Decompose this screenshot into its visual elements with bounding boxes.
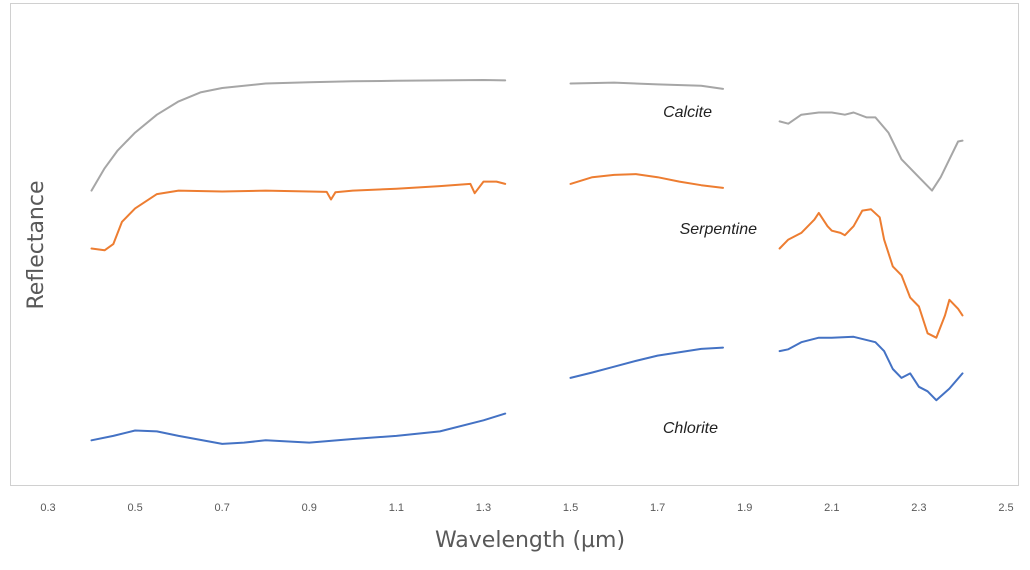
x-tick-label: 0.9 — [302, 502, 317, 514]
series-label-calcite: Calcite — [663, 104, 712, 121]
series-line-serpentine-segment-3 — [778, 208, 964, 339]
x-tick-label: 2.3 — [911, 502, 926, 514]
series-line-calcite-segment-1 — [90, 79, 507, 192]
y-axis-title: Reflectance — [24, 180, 49, 309]
series-label-serpentine: Serpentine — [680, 221, 757, 238]
series-label-chlorite: Chlorite — [663, 420, 718, 437]
x-tick-label: 0.5 — [127, 502, 142, 514]
x-tick-label: 1.9 — [737, 502, 752, 514]
series-line-chlorite-segment-3 — [778, 335, 964, 402]
series-line-serpentine-segment-1 — [90, 180, 507, 252]
x-tick-labels: 0.3 0.5 0.7 0.9 1.1 1.3 1.5 1.7 1.9 2.1 2.3 2.5 — [40, 502, 1013, 514]
series-line-chlorite-segment-1 — [90, 412, 507, 445]
x-tick-label: 1.5 — [563, 502, 578, 514]
series-lines — [90, 79, 964, 445]
x-tick-label: 1.1 — [389, 502, 404, 514]
x-tick-label: 0.7 — [215, 502, 230, 514]
chart-border — [10, 3, 1019, 486]
series-line-calcite-segment-2 — [569, 81, 724, 90]
x-tick-label: 2.5 — [998, 502, 1013, 514]
x-tick-label: 0.3 — [40, 502, 55, 514]
series-line-calcite-segment-3 — [778, 111, 964, 192]
x-tick-label: 1.7 — [650, 502, 665, 514]
x-axis-title: Wavelength (µm) — [435, 528, 625, 553]
series-labels: Calcite Serpentine Chlorite — [663, 104, 757, 437]
x-tick-label: 2.1 — [824, 502, 839, 514]
series-line-chlorite-segment-2 — [569, 346, 724, 379]
x-tick-label: 1.3 — [476, 502, 491, 514]
series-line-serpentine-segment-2 — [569, 173, 724, 189]
